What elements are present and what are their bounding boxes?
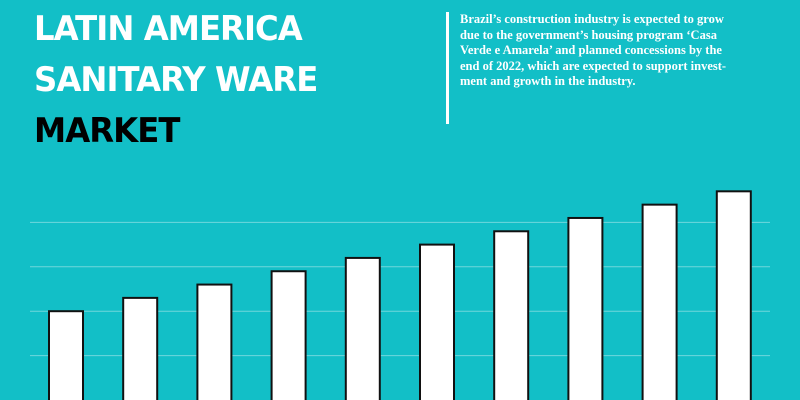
vertical-divider [446,12,449,124]
bars [48,190,752,400]
title-line-2: SANITARY WARE [34,60,318,100]
bar [196,283,233,400]
bar [493,230,530,400]
bar [567,216,604,400]
description-line: ment and growth in the industry. [460,74,636,88]
bar [715,190,752,400]
bar [344,256,381,400]
description-line: end of 2022, which are expected to suppo… [460,58,727,73]
description-line: Brazil’s construction industry is expect… [460,12,724,26]
title-line-3: MARKET [34,111,180,151]
bar [419,243,455,400]
title-line-1: LATIN AMERICA [34,9,303,49]
bar [122,296,159,400]
bar [270,270,307,400]
chart-title: LATIN AMERICA SANITARY WARE MARKET [34,4,318,157]
bar [48,310,84,400]
bar [641,203,678,400]
description-text: Brazil’s construction industry is expect… [460,12,760,90]
description-line: due to the government’s housing program … [460,27,717,42]
description-line: Verde e Amarela’ and planned concessions… [460,43,722,57]
